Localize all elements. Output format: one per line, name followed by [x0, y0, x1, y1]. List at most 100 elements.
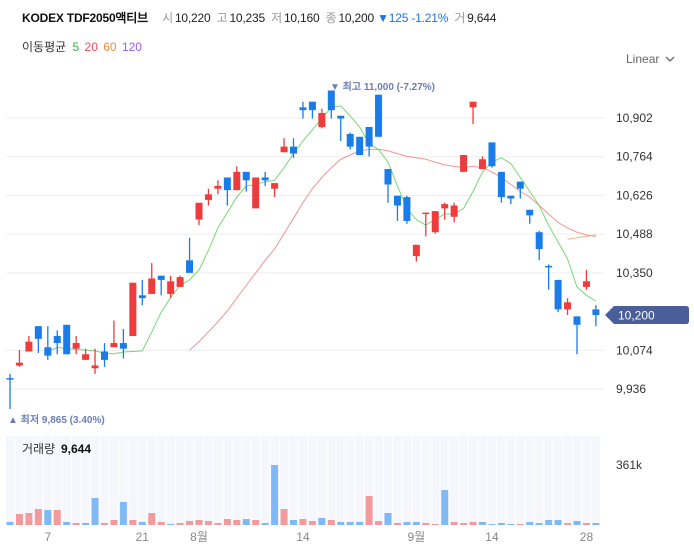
volume-bg — [260, 436, 270, 525]
close-value: 10,200 — [338, 11, 374, 25]
candle-body — [365, 126, 373, 147]
volume-bar — [82, 523, 90, 525]
candle-body — [34, 326, 42, 339]
volume-bg — [232, 436, 241, 525]
volume-bar — [271, 465, 279, 525]
volume-bar — [422, 523, 430, 525]
candle-body — [554, 279, 562, 310]
volume-bar — [497, 523, 505, 525]
volume-bar — [460, 523, 468, 525]
ma-20-toggle[interactable]: 20 — [84, 40, 98, 54]
volume-bg — [213, 436, 223, 525]
candle-body — [290, 146, 297, 154]
volume-bg — [412, 436, 421, 525]
candle-body — [346, 133, 354, 147]
y-axis-label: 10,902 — [616, 111, 653, 125]
candle-body — [72, 343, 80, 349]
volume-bar — [535, 523, 543, 525]
candle-body — [422, 212, 430, 215]
volume-value: 9,644 — [467, 11, 497, 25]
volume-bg — [100, 436, 109, 525]
volume-bg — [383, 436, 393, 525]
volume-bar — [554, 520, 562, 525]
volume-bar — [384, 513, 392, 525]
volume-bg — [468, 436, 478, 525]
volume-bg — [166, 436, 175, 525]
volume-bg — [279, 436, 289, 525]
volume-bg — [251, 436, 260, 525]
candle-body — [233, 171, 241, 191]
volume-bg — [223, 436, 232, 525]
volume-bg — [355, 436, 364, 525]
volume-bar — [365, 496, 373, 525]
volume-bar — [403, 522, 411, 525]
candle-body — [186, 260, 194, 273]
change-value: 125 — [388, 11, 409, 25]
volume-bg — [242, 436, 251, 525]
candle-body — [53, 336, 61, 344]
volume-bar — [488, 524, 496, 525]
x-axis-label: 21 — [136, 530, 150, 544]
candle-body — [460, 155, 468, 172]
volume-bar — [356, 522, 364, 525]
ma-60-toggle[interactable]: 60 — [103, 40, 117, 54]
volume-bg — [298, 436, 308, 525]
high-annotation: ▼ 최고 11,000 (-7.27%) — [330, 80, 435, 93]
y-axis-label: 10,488 — [616, 227, 653, 241]
volume-bg — [497, 436, 506, 525]
candle-body — [204, 194, 212, 200]
volume-bar — [186, 521, 194, 525]
volume-bar — [318, 518, 326, 525]
down-arrow-icon: ▼ — [377, 11, 389, 25]
volume-bar — [507, 524, 515, 525]
y-axis-label: 9,936 — [616, 382, 646, 396]
volume-bar — [72, 523, 80, 525]
ticker-name: KODEX TDF2050액티브 — [22, 11, 148, 25]
volume-bg — [478, 436, 487, 525]
candle-body — [110, 343, 118, 348]
volume-bg — [109, 436, 119, 525]
volume-bar — [261, 523, 269, 525]
candle-body — [214, 185, 222, 189]
x-axis-label: 7 — [44, 530, 51, 544]
volume-bar — [582, 523, 590, 525]
candle-body — [261, 177, 269, 181]
y-axis-label: 10,350 — [616, 266, 653, 280]
volume-bg — [346, 436, 355, 525]
volume-bg — [128, 436, 138, 525]
volume-bar — [15, 514, 23, 525]
open-label: 시 — [162, 11, 173, 25]
candle-body — [327, 90, 335, 111]
volume-bg — [308, 436, 317, 525]
candle-body — [157, 275, 165, 280]
candle-body — [545, 265, 553, 268]
volume-bar — [431, 524, 439, 525]
volume-bg — [591, 436, 601, 525]
volume-bar — [110, 520, 118, 525]
volume-bg — [336, 436, 345, 525]
volume-bar — [290, 520, 297, 525]
volume-bar — [573, 521, 581, 525]
volume-bar — [242, 519, 250, 525]
volume-bar — [157, 522, 165, 525]
ma-5-toggle[interactable]: 5 — [72, 40, 80, 54]
volume-bar — [195, 520, 203, 525]
candle-body — [271, 183, 279, 189]
candle-body — [252, 177, 260, 209]
volume-bar — [564, 523, 572, 525]
candle-body — [82, 354, 90, 360]
candle-body — [479, 159, 486, 170]
candle-body — [242, 171, 250, 181]
ma-120-toggle[interactable]: 120 — [121, 40, 142, 54]
volume-bg — [449, 436, 459, 525]
volume-bar — [516, 524, 524, 525]
candle-body — [497, 171, 505, 198]
volume-bar — [176, 523, 184, 525]
current-price-tag — [605, 305, 689, 324]
moving-average-legend: 이동평균 5 20 60 120 — [22, 38, 144, 55]
candle-body — [299, 107, 307, 111]
scale-selector[interactable]: Linear — [626, 52, 675, 66]
volume-bar — [526, 522, 534, 525]
y-axis-label: 10,626 — [616, 188, 653, 202]
